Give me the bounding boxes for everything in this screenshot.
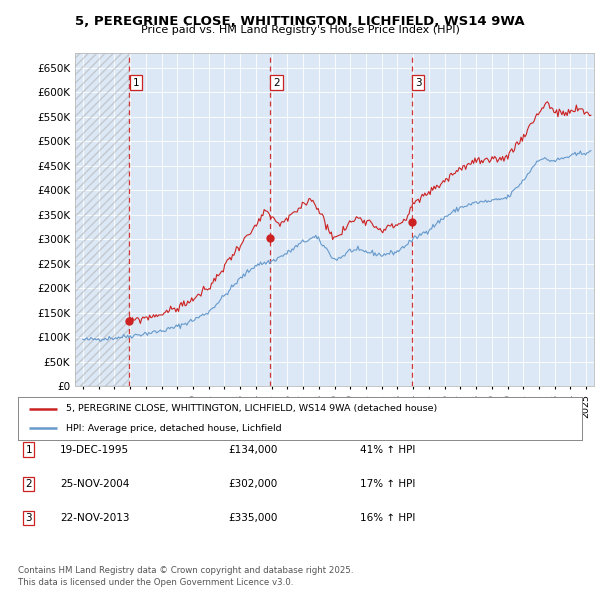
Text: HPI: Average price, detached house, Lichfield: HPI: Average price, detached house, Lich… <box>66 424 281 432</box>
Text: 3: 3 <box>415 77 421 87</box>
Text: 19-DEC-1995: 19-DEC-1995 <box>60 445 129 454</box>
Text: 3: 3 <box>25 513 32 523</box>
Text: 2: 2 <box>25 479 32 489</box>
Text: £302,000: £302,000 <box>228 479 277 489</box>
Text: £335,000: £335,000 <box>228 513 277 523</box>
Text: 5, PEREGRINE CLOSE, WHITTINGTON, LICHFIELD, WS14 9WA: 5, PEREGRINE CLOSE, WHITTINGTON, LICHFIE… <box>75 15 525 28</box>
Text: £134,000: £134,000 <box>228 445 277 454</box>
Text: 25-NOV-2004: 25-NOV-2004 <box>60 479 130 489</box>
Text: 2: 2 <box>273 77 280 87</box>
Text: 22-NOV-2013: 22-NOV-2013 <box>60 513 130 523</box>
Text: Price paid vs. HM Land Registry's House Price Index (HPI): Price paid vs. HM Land Registry's House … <box>140 25 460 35</box>
Text: 1: 1 <box>133 77 139 87</box>
Text: 16% ↑ HPI: 16% ↑ HPI <box>360 513 415 523</box>
Text: 17% ↑ HPI: 17% ↑ HPI <box>360 479 415 489</box>
Text: 5, PEREGRINE CLOSE, WHITTINGTON, LICHFIELD, WS14 9WA (detached house): 5, PEREGRINE CLOSE, WHITTINGTON, LICHFIE… <box>66 404 437 413</box>
Text: 1: 1 <box>25 445 32 454</box>
Text: 41% ↑ HPI: 41% ↑ HPI <box>360 445 415 454</box>
Text: Contains HM Land Registry data © Crown copyright and database right 2025.
This d: Contains HM Land Registry data © Crown c… <box>18 566 353 587</box>
